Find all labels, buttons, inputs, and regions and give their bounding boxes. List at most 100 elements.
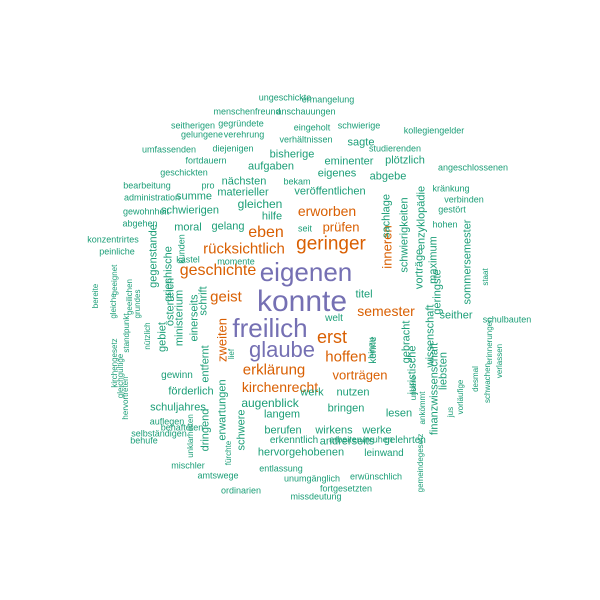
cloud-word: peinliche <box>99 246 135 257</box>
cloud-word: veröffentlichen <box>294 185 366 198</box>
cloud-word: umfassenden <box>141 144 197 155</box>
cloud-word: gelungene <box>180 129 224 140</box>
cloud-word: hilfe <box>261 210 283 223</box>
cloud-word: konzentrirtes <box>87 234 139 245</box>
cloud-word: erworben <box>297 203 357 219</box>
cloud-word: schulbauten <box>482 314 532 325</box>
cloud-word: leinwand <box>364 448 404 459</box>
cloud-word: berufen <box>264 424 302 437</box>
cloud-word: ermangelung <box>301 94 355 105</box>
cloud-word: geschickten <box>160 167 208 178</box>
cloud-word: gelang <box>211 220 245 233</box>
cloud-word: behufe <box>130 435 158 446</box>
cloud-word: werke <box>362 424 392 437</box>
cloud-word: menschenfreund <box>213 106 281 117</box>
cloud-word: momente <box>217 256 255 267</box>
cloud-word: mischler <box>171 460 205 471</box>
cloud-word: gebiet <box>156 322 169 352</box>
cloud-word: schwierigkeiten <box>398 197 411 273</box>
cloud-word: gewohnheit <box>122 206 170 217</box>
cloud-word: eingeholt <box>293 122 331 133</box>
cloud-word: nutzen <box>336 386 370 399</box>
cloud-word: hoffen <box>325 348 367 366</box>
cloud-word: unumgänglich <box>283 473 341 484</box>
cloud-word: gleichen <box>237 197 283 211</box>
cloud-word: kollegiengelder <box>403 125 465 136</box>
cloud-word: desmal <box>471 366 480 392</box>
cloud-word: administration <box>123 192 181 203</box>
cloud-word: diejenigen <box>212 143 254 154</box>
cloud-word: erinnerungen <box>485 317 494 365</box>
cloud-word: nächsten <box>221 175 267 188</box>
cloud-word: prüfen <box>322 219 360 235</box>
cloud-word: angeschlossenen <box>437 162 509 173</box>
cloud-word: förderlich <box>168 385 214 398</box>
cloud-word: jus <box>446 406 455 418</box>
cloud-word: unklarheiten <box>186 414 195 458</box>
cloud-word: bekam <box>283 176 311 187</box>
cloud-word: abgehen <box>122 218 158 229</box>
cloud-word: verlassen <box>495 343 504 379</box>
cloud-word: verhältnissen <box>279 134 333 145</box>
cloud-word: aufgaben <box>248 160 294 173</box>
cloud-word: schwere <box>235 409 248 451</box>
cloud-word: wirkens <box>315 424 353 437</box>
cloud-word: andrerseits <box>319 435 375 448</box>
cloud-word: auflegen <box>149 416 185 427</box>
cloud-word: abgebe <box>369 170 407 183</box>
cloud-word: kränkung <box>432 183 470 194</box>
cloud-word: gegenstande <box>147 224 160 288</box>
cloud-word: sommersemester <box>461 219 474 305</box>
cloud-word: eminenter <box>324 155 374 168</box>
cloud-word: bisherige <box>269 148 315 161</box>
cloud-word: plötzlich <box>385 154 425 167</box>
cloud-word: staat <box>481 268 490 286</box>
cloud-word: sachlage <box>380 193 393 239</box>
cloud-word: seitherigen <box>170 120 216 131</box>
cloud-word: eigenen <box>259 257 353 287</box>
cloud-word: schuljahres <box>150 401 206 414</box>
cloud-word: eigenes <box>317 167 357 180</box>
cloud-word: enzyklopädie <box>415 185 428 251</box>
cloud-word: hervortreten <box>121 376 130 420</box>
cloud-word: gegründete <box>218 118 264 129</box>
cloud-word: behafteten <box>160 422 204 433</box>
cloud-word: erwünschlich <box>349 471 403 482</box>
cloud-word: materieller <box>217 186 269 199</box>
cloud-word: unsere <box>409 375 418 401</box>
cloud-word: fürchte <box>224 440 233 466</box>
cloud-word: ankömmt <box>418 391 427 425</box>
cloud-word: liebsten <box>437 352 450 390</box>
cloud-word: gewinn <box>161 370 193 381</box>
cloud-word: gestört <box>438 204 466 215</box>
cloud-word: geist <box>210 288 242 306</box>
cloud-word: bearbeitung <box>123 180 171 191</box>
cloud-word: schwierigen <box>160 204 220 217</box>
cloud-word: vorträgen <box>332 367 388 383</box>
cloud-word: fortgesetzten <box>319 483 373 494</box>
cloud-word: amtswege <box>197 470 239 481</box>
cloud-word: bringen <box>327 402 365 415</box>
cloud-word: summe <box>175 190 213 203</box>
cloud-word: kirchengesetz <box>110 338 119 388</box>
cloud-word: nützlich <box>143 322 152 350</box>
cloud-word: erwartungen <box>216 379 229 441</box>
cloud-word: verbinden <box>444 194 484 205</box>
cloud-word: gleiche <box>109 293 118 319</box>
cloud-word: schrift <box>197 286 210 316</box>
cloud-word: gemeindegesetz <box>416 433 425 493</box>
cloud-word: entfernt <box>199 345 212 383</box>
cloud-word: geeignet <box>110 264 119 296</box>
cloud-word: lief <box>227 348 236 360</box>
cloud-word: eben <box>248 224 284 241</box>
cloud-word: pro <box>201 180 215 191</box>
cloud-word: titel <box>355 288 373 301</box>
cloud-word: studierenden <box>368 143 422 154</box>
cloud-word: welt <box>325 313 343 324</box>
cloud-word: erst <box>316 327 348 347</box>
cloud-word: kastel <box>176 254 200 265</box>
cloud-word: ordinarien <box>220 485 262 496</box>
cloud-word: hinzu <box>366 337 377 359</box>
cloud-word: ungeschickte <box>258 92 312 103</box>
